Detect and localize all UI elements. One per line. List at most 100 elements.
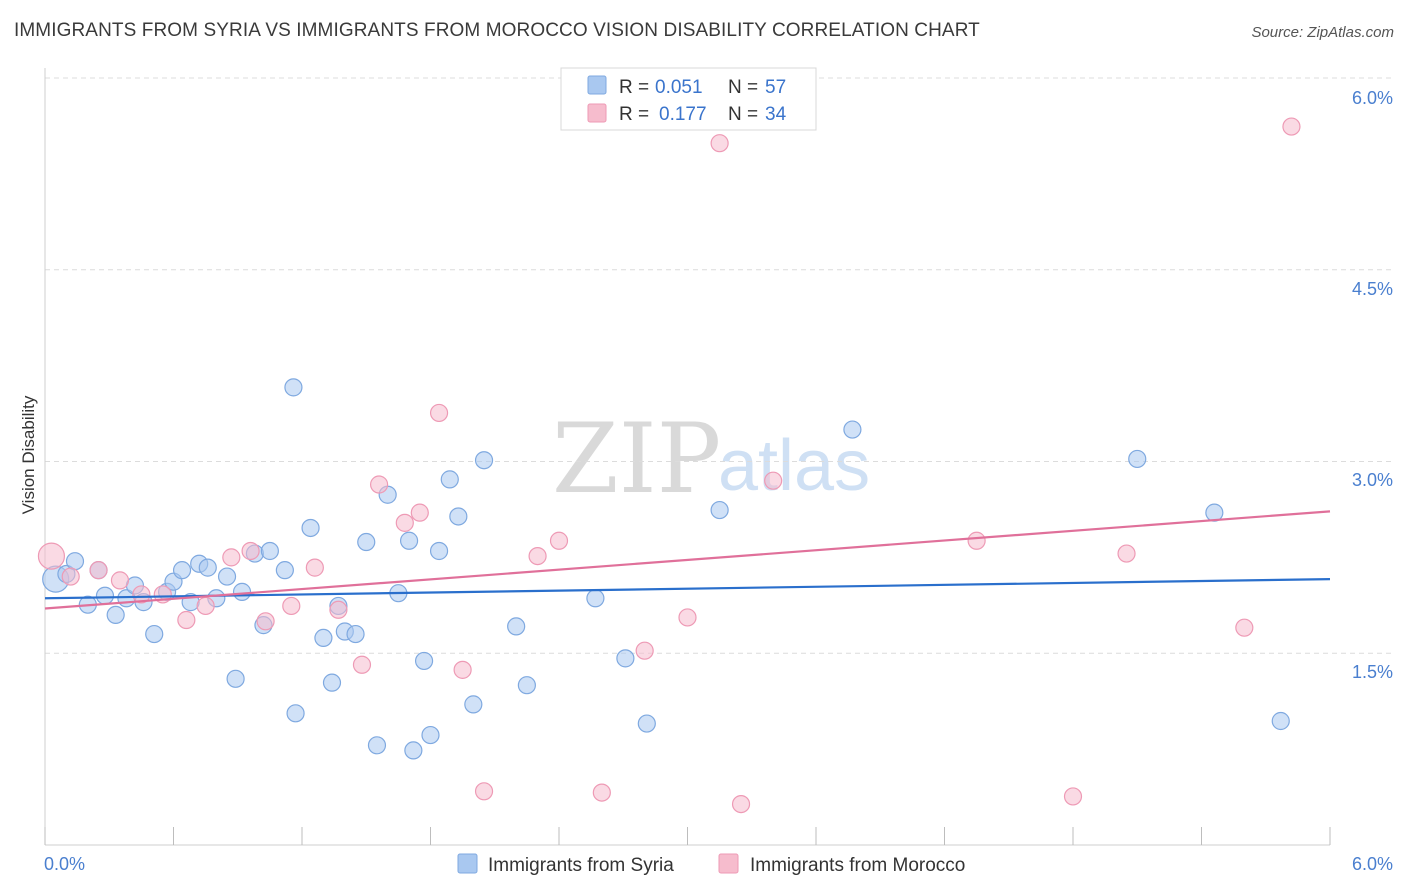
point-morocco-20	[474, 782, 494, 801]
trend-lines	[44, 510, 1331, 610]
point-syria-38	[404, 741, 423, 760]
point-morocco-24	[635, 641, 654, 660]
bottom-legend-swatch-morocco	[718, 853, 739, 874]
legend-morocco-n-value: 34	[765, 104, 787, 125]
point-syria-51	[710, 500, 729, 520]
y-tick-label-6: 6.0%	[1352, 88, 1393, 108]
bottom-legend-label-morocco: Immigrants from Morocco	[750, 855, 965, 876]
trend-line-syria	[44, 578, 1331, 600]
point-morocco-26	[710, 134, 729, 153]
point-morocco-13	[329, 600, 348, 619]
point-syria-55	[1271, 711, 1290, 731]
axes	[44, 68, 1331, 846]
x-tick-label-max: 6.0%	[1352, 854, 1393, 874]
point-syria-40	[421, 725, 440, 745]
legend-syria-r-label: R =	[619, 77, 649, 98]
y-tick-label-1-5: 1.5%	[1352, 662, 1393, 682]
point-morocco-15	[370, 475, 389, 494]
point-morocco-0	[37, 542, 66, 570]
point-morocco-32	[1235, 618, 1254, 637]
point-syria-48	[586, 589, 605, 608]
point-morocco-30	[1063, 787, 1083, 806]
point-morocco-4	[132, 585, 151, 604]
point-morocco-2	[89, 561, 108, 580]
point-syria-44	[464, 695, 483, 714]
point-syria-5	[95, 586, 115, 605]
point-morocco-8	[222, 548, 241, 567]
legend-box: R = 0.051 N = 57 R = 0.177 N = 34	[560, 67, 817, 131]
point-morocco-31	[1117, 544, 1136, 563]
x-tick-label-min: 0.0%	[44, 854, 85, 874]
point-morocco-21	[528, 546, 547, 566]
point-syria-37	[399, 531, 419, 550]
legend-syria-r-value: 0.051	[655, 77, 703, 98]
y-axis-label: Vision Disability	[19, 395, 38, 514]
point-morocco-22	[549, 531, 569, 550]
trend-line-morocco	[44, 510, 1331, 610]
point-syria-41	[429, 541, 449, 561]
point-syria-19	[226, 669, 245, 688]
point-syria-46	[507, 617, 526, 636]
point-morocco-18	[429, 403, 449, 423]
grid-lines	[45, 77, 1395, 654]
legend-morocco-r-value: 0.177	[659, 104, 707, 125]
point-syria-47	[517, 676, 536, 695]
point-syria-50	[637, 714, 656, 733]
point-syria-33	[357, 532, 376, 552]
source-credit: Source: ZipAtlas.com	[1251, 24, 1394, 41]
legend-swatch-syria	[587, 75, 607, 95]
point-morocco-10	[256, 612, 275, 631]
point-morocco-1	[61, 567, 80, 586]
point-morocco-16	[395, 513, 414, 532]
y-tick-label-4-5: 4.5%	[1352, 279, 1393, 299]
point-morocco-14	[352, 655, 372, 674]
point-morocco-23	[592, 783, 611, 802]
point-syria-28	[314, 628, 333, 648]
point-syria-32	[346, 624, 365, 644]
point-syria-45	[474, 451, 494, 470]
point-morocco-33	[1282, 117, 1301, 136]
watermark-atlas: atlas	[718, 426, 870, 506]
point-syria-42	[440, 470, 459, 489]
point-syria-29	[322, 673, 342, 692]
legend-syria-n-value: 57	[765, 77, 786, 98]
point-morocco-28	[764, 471, 783, 490]
legend-syria-n-label: N =	[728, 77, 758, 98]
data-points	[37, 117, 1301, 814]
legend-morocco-r-label: R =	[619, 104, 649, 125]
point-morocco-9	[241, 541, 260, 561]
point-morocco-17	[410, 503, 429, 522]
point-syria-34	[367, 736, 387, 755]
point-syria-18	[217, 567, 237, 586]
point-syria-52	[843, 420, 862, 439]
point-morocco-11	[282, 596, 301, 616]
point-syria-39	[414, 651, 434, 671]
point-syria-2	[65, 552, 85, 571]
point-syria-20	[232, 582, 252, 601]
point-syria-10	[145, 624, 164, 644]
point-morocco-25	[678, 608, 697, 627]
point-morocco-29	[967, 531, 986, 550]
point-syria-53	[1128, 449, 1147, 469]
point-syria-27	[301, 518, 320, 538]
legend-swatch-morocco	[587, 103, 607, 123]
bottom-legend-label-syria: Immigrants from Syria	[488, 855, 674, 876]
point-morocco-27	[731, 794, 751, 814]
point-morocco-19	[453, 660, 472, 679]
point-morocco-12	[305, 558, 324, 577]
point-morocco-3	[110, 571, 130, 590]
point-morocco-6	[177, 610, 196, 630]
point-morocco-7	[196, 596, 215, 616]
point-syria-25	[284, 378, 303, 397]
point-syria-13	[172, 561, 192, 580]
point-syria-43	[449, 507, 468, 526]
point-syria-16	[198, 558, 217, 577]
bottom-legend-swatch-syria	[457, 853, 478, 874]
point-syria-26	[286, 704, 305, 723]
chart-title: IMMIGRANTS FROM SYRIA VS IMMIGRANTS FROM…	[14, 20, 980, 41]
legend-morocco-n-label: N =	[728, 104, 758, 125]
point-syria-24	[275, 561, 294, 580]
point-syria-49	[616, 649, 635, 668]
y-tick-label-3: 3.0%	[1352, 470, 1393, 490]
